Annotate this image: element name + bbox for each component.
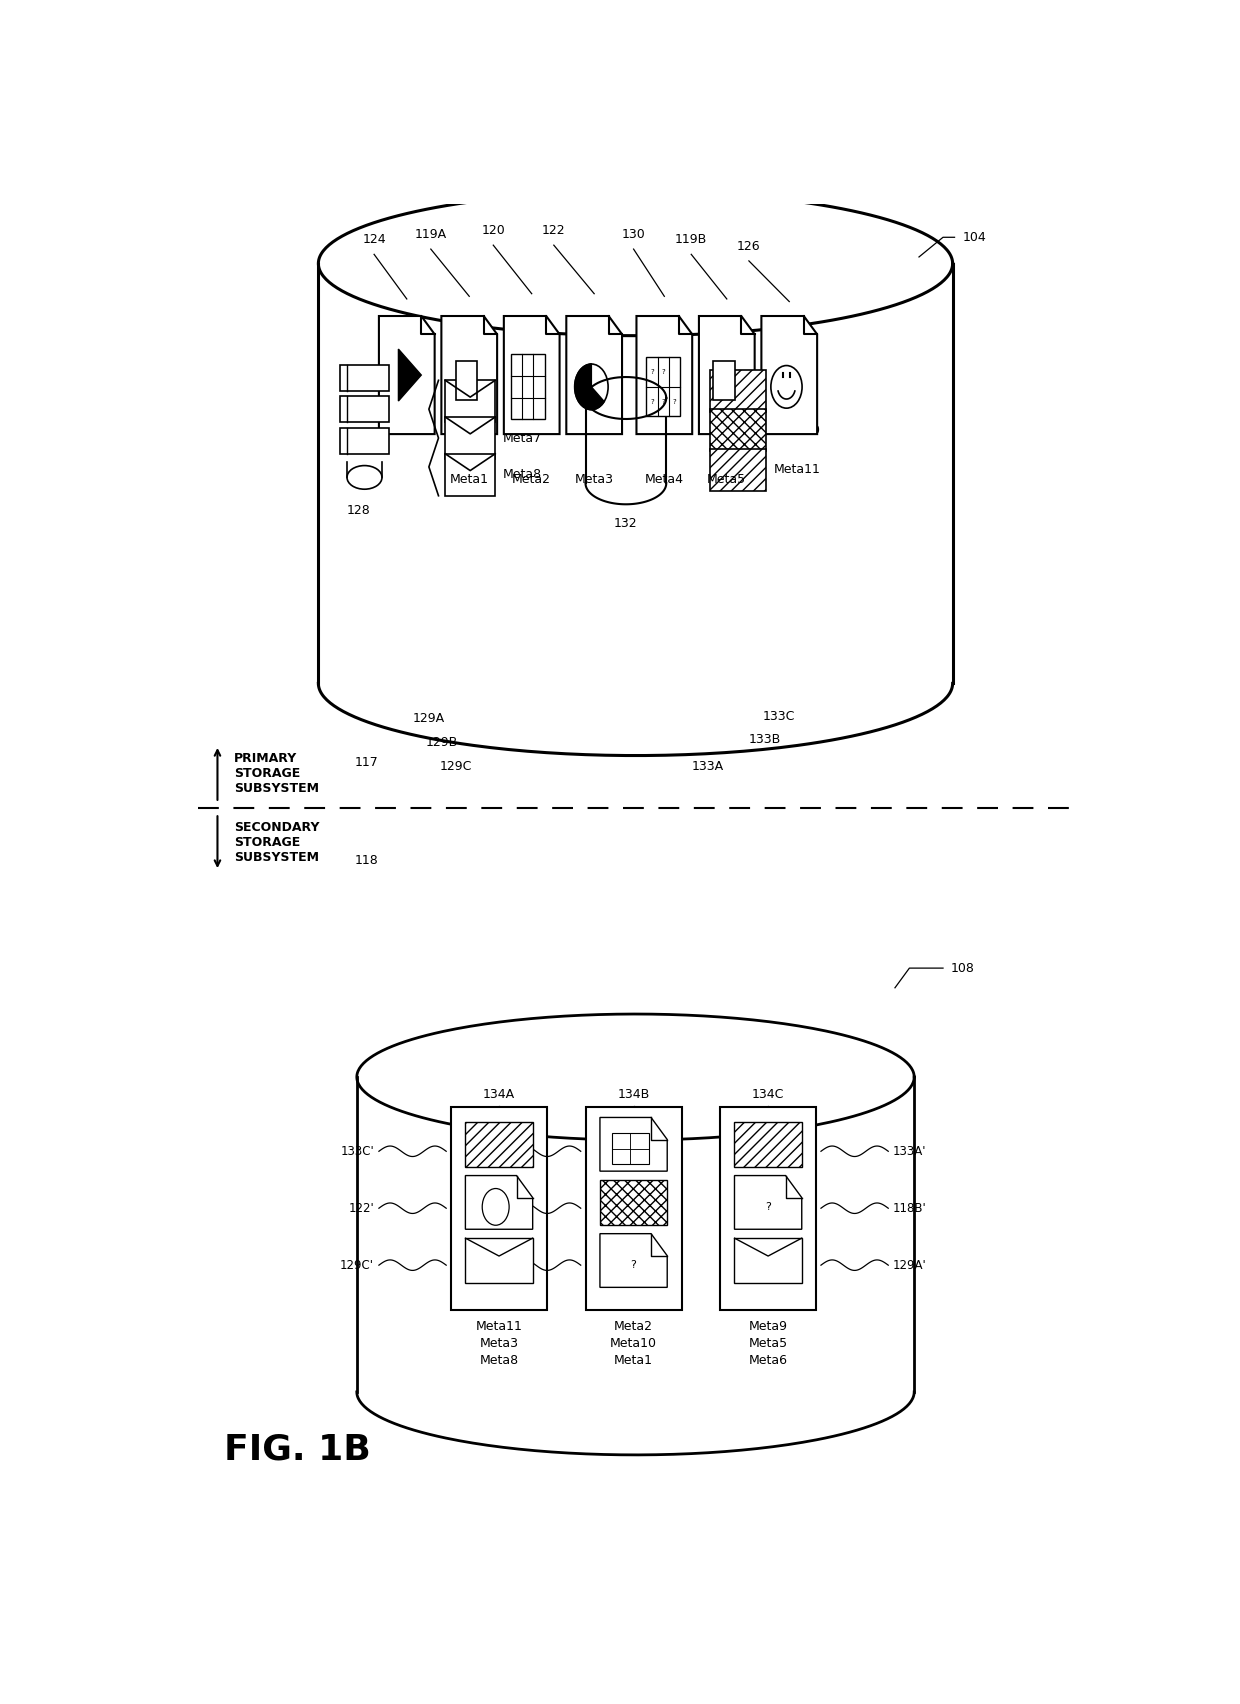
Polygon shape <box>761 315 817 435</box>
Text: Meta9
Meta5
Meta6: Meta9 Meta5 Meta6 <box>749 1321 787 1367</box>
Polygon shape <box>465 1176 533 1229</box>
Text: Meta1: Meta1 <box>450 474 489 486</box>
Text: 129B: 129B <box>427 736 459 750</box>
Text: 108: 108 <box>951 961 975 975</box>
Text: ?: ? <box>672 399 676 404</box>
Text: 133A': 133A' <box>893 1145 926 1157</box>
Text: Meta9: Meta9 <box>774 385 813 397</box>
Text: Meta8: Meta8 <box>503 469 542 481</box>
Bar <box>465 1121 533 1167</box>
Text: ?: ? <box>631 1259 636 1269</box>
Text: FIG. 1B: FIG. 1B <box>224 1433 371 1467</box>
Bar <box>451 1106 547 1310</box>
Text: 118B': 118B' <box>893 1201 926 1215</box>
Polygon shape <box>699 315 755 435</box>
Text: PRIMARY
STORAGE
SUBSYSTEM: PRIMARY STORAGE SUBSYSTEM <box>234 753 319 796</box>
Text: Meta5: Meta5 <box>707 474 746 486</box>
Bar <box>646 358 680 416</box>
Text: ?: ? <box>661 370 665 375</box>
Bar <box>445 380 495 423</box>
Text: 117: 117 <box>355 755 378 769</box>
Bar <box>734 1121 802 1167</box>
Text: 122': 122' <box>348 1201 374 1215</box>
Text: 132: 132 <box>614 516 637 530</box>
Bar <box>445 453 495 496</box>
Polygon shape <box>600 1118 667 1171</box>
Bar <box>711 448 766 491</box>
Text: 122: 122 <box>542 225 565 237</box>
Text: 129C': 129C' <box>340 1259 374 1271</box>
Bar <box>456 361 477 400</box>
Bar <box>713 361 734 400</box>
Polygon shape <box>600 1234 667 1287</box>
Polygon shape <box>319 191 952 755</box>
Bar <box>611 1133 649 1164</box>
Text: 133C': 133C' <box>340 1145 374 1157</box>
Bar <box>511 354 544 419</box>
Text: Meta11: Meta11 <box>774 463 821 475</box>
Polygon shape <box>441 315 497 435</box>
Bar <box>734 1239 802 1283</box>
Bar <box>720 1106 816 1310</box>
Polygon shape <box>567 315 622 435</box>
Polygon shape <box>503 315 559 435</box>
Bar <box>600 1181 667 1225</box>
Polygon shape <box>357 1014 914 1455</box>
Text: 120: 120 <box>481 225 505 237</box>
Text: 128: 128 <box>347 504 371 516</box>
Text: 124: 124 <box>362 233 386 247</box>
Text: ?: ? <box>765 1201 771 1212</box>
Polygon shape <box>636 315 692 435</box>
Polygon shape <box>574 365 604 409</box>
Text: 133B': 133B' <box>475 1201 508 1215</box>
Text: ?: ? <box>650 370 653 375</box>
Bar <box>340 365 389 390</box>
Text: Meta11
Meta3
Meta8: Meta11 Meta3 Meta8 <box>476 1321 522 1367</box>
Text: 134B: 134B <box>618 1087 650 1101</box>
Bar <box>340 395 389 423</box>
Bar <box>340 428 389 453</box>
Text: 129C: 129C <box>439 760 472 772</box>
Bar <box>711 370 766 412</box>
Polygon shape <box>585 399 666 484</box>
Text: 104: 104 <box>962 230 986 244</box>
Text: SECONDARY
STORAGE
SUBSYSTEM: SECONDARY STORAGE SUBSYSTEM <box>234 821 320 864</box>
Text: 119A': 119A' <box>475 1259 508 1271</box>
Text: 133A: 133A <box>691 760 723 772</box>
Bar <box>445 417 495 458</box>
Ellipse shape <box>347 465 382 489</box>
Text: 129A': 129A' <box>893 1259 926 1271</box>
Text: 118: 118 <box>355 854 378 867</box>
Polygon shape <box>398 349 422 400</box>
Text: 134A: 134A <box>482 1087 515 1101</box>
Bar <box>711 409 766 452</box>
Text: Meta3: Meta3 <box>574 474 614 486</box>
Polygon shape <box>734 1176 802 1229</box>
Bar <box>465 1239 533 1283</box>
Text: Meta4: Meta4 <box>645 474 683 486</box>
Text: 130: 130 <box>621 228 646 242</box>
Text: Meta10: Meta10 <box>774 424 821 436</box>
Text: ?: ? <box>661 399 665 404</box>
Text: Meta7: Meta7 <box>503 431 542 445</box>
Text: 119B: 119B <box>675 233 707 247</box>
Text: ?: ? <box>650 399 653 404</box>
Bar <box>585 1106 682 1310</box>
Text: 133B: 133B <box>749 733 781 746</box>
Text: Meta2: Meta2 <box>512 474 552 486</box>
Text: 126: 126 <box>737 240 760 252</box>
Text: 120': 120' <box>484 1145 508 1157</box>
Text: 133C: 133C <box>763 709 795 722</box>
Text: 119A: 119A <box>414 228 446 242</box>
Text: Meta6: Meta6 <box>503 395 542 407</box>
Text: 129A: 129A <box>413 712 445 726</box>
Text: Meta2
Meta10
Meta1: Meta2 Meta10 Meta1 <box>610 1321 657 1367</box>
Polygon shape <box>379 315 435 435</box>
Text: 134C: 134C <box>751 1087 785 1101</box>
